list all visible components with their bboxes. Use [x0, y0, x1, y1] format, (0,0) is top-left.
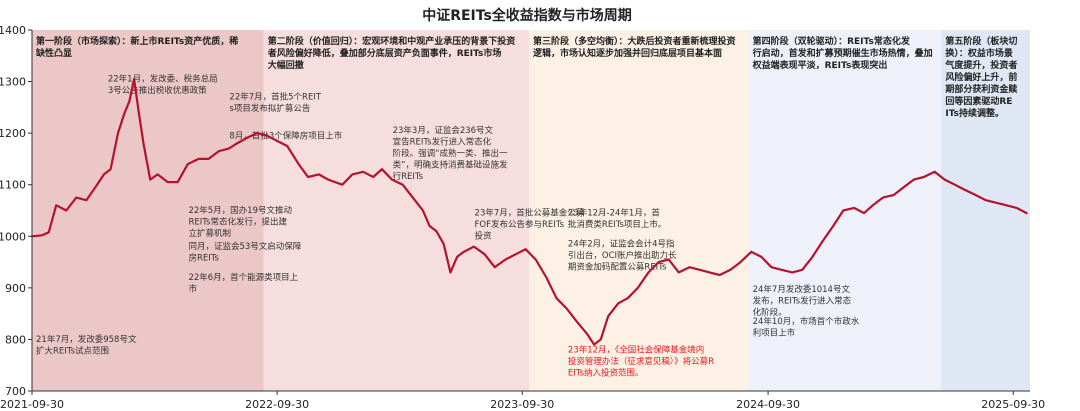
phase-2-band [263, 30, 529, 391]
phase-4-label: 第四阶段（双轮驱动）：REITs常态化发行启动，首发和扩募预期催生市场热情，叠加… [752, 35, 933, 71]
phase-5-band [941, 30, 1030, 391]
annotation-11: 24年2月，证监会会计4号指引出台，OCI账户推出助力长期资金加码配置公募REI… [568, 239, 677, 273]
annotation-8: 23年3月，证监会236号文宣告REITs发行进入常态化阶段。强调“成熟一类、推… [393, 125, 508, 182]
x-tick-label: 2024-09-30 [736, 398, 800, 411]
series-line-1 [30, 77, 1028, 346]
annotation-6: 22年6月，首个能源类项目上市 [188, 272, 298, 295]
axis-layer: 700 800 900 1000 1100 1200 1300 1400 2021-09-30 2… [0, 24, 1045, 411]
annotation-14: 24年10月，市场首个市政水利项目上市 [753, 316, 860, 339]
phase-3-band [528, 30, 749, 391]
line-layer [30, 77, 1028, 346]
phase-2-label: 第二阶段（价值回归）：宏观环境和中观产业承压的背景下投资者风险偏好降低，叠加部分… [267, 35, 516, 71]
y-tick-label: 1300 [0, 76, 26, 89]
phase-1-label: 第一阶段（市场探索）：新上市REITs资产优质，稀缺性凸显 [35, 35, 238, 59]
y-tick-label: 1100 [0, 179, 26, 192]
phase-background-layer [32, 30, 1030, 391]
y-tick-label: 900 [5, 282, 26, 295]
annotation-10: 23年12月-24年1月，首批消费类REITs项目上市。 [568, 208, 667, 231]
y-tick-label: 800 [5, 333, 26, 346]
annotation-12: 23年12月，《全国社会保障基金境内投资管理办法（征求意见稿）》将公募R EITs… [568, 344, 714, 378]
y-tick-label: 1000 [0, 230, 26, 243]
x-tick-label: 2021-09-30 [0, 398, 64, 411]
phase-3-label: 第三阶段（多空均衡）：大跌后投资者重新梳理投资逻辑，市场认知逐步加强并回归底层项… [532, 35, 736, 59]
annotation-4: 22年5月，国办19号文推动 REITs常态化发行，提出建立扩募机制 [188, 205, 292, 239]
chart-title: 中证REITs全收益指数与市场周期 [422, 7, 632, 24]
phase-5-label: 第五阶段（板块切换）：权益市场景气度提升，投资者风险偏好上升，前期部分获利资金赎… [944, 35, 1017, 119]
annotation-13: 24年7月发改委1014号文发布，REITs发行进入常态化阶段。 [753, 284, 852, 318]
y-tick-label: 1200 [0, 127, 26, 140]
phase-1-band [32, 30, 264, 391]
x-tick-label: 2023-09-30 [490, 398, 554, 411]
y-tick-label: 1400 [0, 24, 26, 37]
x-tick-label: 2025-09-30 [981, 398, 1045, 411]
annotation-5: 同月，证监会53号文启动保障房REITs [188, 241, 301, 264]
y-tick-label: 700 [5, 385, 26, 398]
annotation-3: 8月，首批3个保障房项目上市 [229, 130, 342, 141]
annotation-9: 23年7月，首批公募基金公募 FOF发布公告参与REITs 投资 [475, 208, 585, 242]
annotation-7: 21年7月，发改委958号文扩大REITs试点范围 [36, 334, 137, 357]
x-tick-label: 2022-09-30 [245, 398, 309, 411]
annotation-layer: 22年1月，发改委、税务总局 3号公告推出税收优惠政策 22年7月，首批5个REIT… [36, 74, 860, 379]
annotation-1: 22年1月，发改委、税务总局 3号公告推出税收优惠政策 [108, 74, 218, 97]
phase-text-layer: 第一阶段（市场探索）：新上市REITs资产优质，稀缺性凸显 第二阶段（价值回归）：… [35, 35, 1017, 119]
annotation-2: 22年7月，首批5个REIT s项目发布拟扩募公告 [229, 92, 321, 115]
